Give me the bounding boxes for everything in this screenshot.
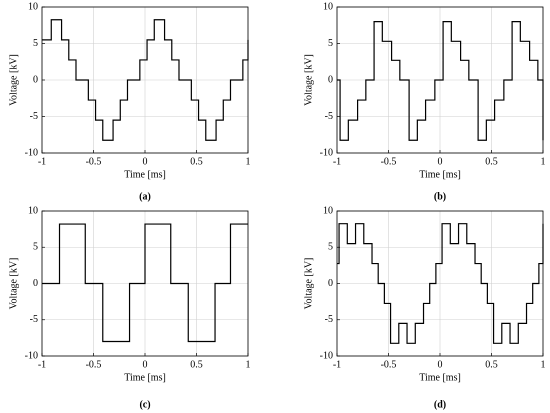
y-tick-label: 5 [328, 38, 333, 49]
y-tick-label: 5 [33, 38, 38, 49]
panel: -1 -0.5 0 0.5 1 -10 -5 0 5 10 Time [ms] Voltage [kV… [303, 205, 545, 410]
x-tick-label: -1 [333, 156, 341, 167]
y-tick-label: 10 [28, 205, 38, 216]
y-tick-label: 5 [328, 242, 333, 253]
y-tick-label: -5 [30, 111, 38, 122]
axes-frame [41, 6, 249, 154]
x-axis-label: Time [ms] [419, 372, 461, 383]
voltage-line [337, 21, 544, 141]
x-axis-label: Time [ms] [124, 169, 166, 180]
voltage-line [42, 223, 248, 343]
y-axis-label: Voltage [kV] [303, 258, 314, 310]
axes-frame [336, 6, 544, 154]
x-tick-label: 0 [143, 359, 148, 370]
x-tick-label: 0.5 [485, 359, 498, 370]
y-axis-label: Voltage [kV] [8, 54, 19, 106]
y-tick-label: 5 [33, 242, 38, 253]
panel-caption: (d) [434, 399, 446, 410]
x-tick-label: -1 [333, 359, 341, 370]
x-tick-label: 1 [541, 359, 546, 370]
y-tick-label: 0 [328, 278, 333, 289]
panel: -1 -0.5 0 0.5 1 -10 -5 0 5 10 Time [ms] Voltage [kV… [8, 1, 250, 202]
x-tick-label: 0.5 [190, 359, 203, 370]
y-tick-label: -10 [25, 147, 38, 158]
x-tick-label: -0.5 [381, 359, 397, 370]
y-tick-label: 0 [328, 74, 333, 85]
x-tick-label: 1 [246, 359, 251, 370]
y-tick-label: -5 [325, 111, 333, 122]
y-tick-label: -10 [320, 147, 333, 158]
x-tick-label: 0 [143, 156, 148, 167]
x-tick-label: -0.5 [86, 359, 102, 370]
x-tick-label: -1 [38, 359, 46, 370]
x-axis-label: Time [ms] [419, 169, 461, 180]
x-tick-label: 1 [541, 156, 546, 167]
y-tick-label: 0 [33, 74, 38, 85]
axes-frame [336, 210, 544, 357]
y-tick-label: -10 [320, 350, 333, 361]
y-tick-label: 0 [33, 278, 38, 289]
x-tick-label: 1 [246, 156, 251, 167]
x-tick-label: 0 [438, 156, 443, 167]
x-tick-label: 0.5 [190, 156, 203, 167]
panel: -1 -0.5 0 0.5 1 -10 -5 0 5 10 Time [ms] Voltage [kV… [303, 1, 545, 202]
y-tick-label: -5 [30, 314, 38, 325]
panel: -1 -0.5 0 0.5 1 -10 -5 0 5 10 Time [ms] Voltage [kV… [8, 205, 250, 410]
panel-caption: (a) [139, 191, 151, 202]
y-axis-label: Voltage [kV] [303, 54, 314, 106]
y-axis-label: Voltage [kV] [8, 258, 19, 310]
voltage-line [42, 19, 249, 141]
voltage-line [337, 223, 544, 344]
y-tick-label: -10 [25, 350, 38, 361]
y-tick-label: 10 [28, 1, 38, 12]
y-tick-label: 10 [323, 205, 333, 216]
x-tick-label: 0 [438, 359, 443, 370]
panel-caption: (b) [434, 191, 446, 202]
x-tick-label: 0.5 [485, 156, 498, 167]
y-tick-label: -5 [325, 314, 333, 325]
panel-caption: (c) [139, 399, 150, 410]
x-tick-label: -0.5 [381, 156, 397, 167]
axes-frame [41, 210, 249, 357]
x-axis-label: Time [ms] [124, 372, 166, 383]
x-tick-label: -0.5 [86, 156, 102, 167]
y-tick-label: 10 [323, 1, 333, 12]
x-tick-label: -1 [38, 156, 46, 167]
